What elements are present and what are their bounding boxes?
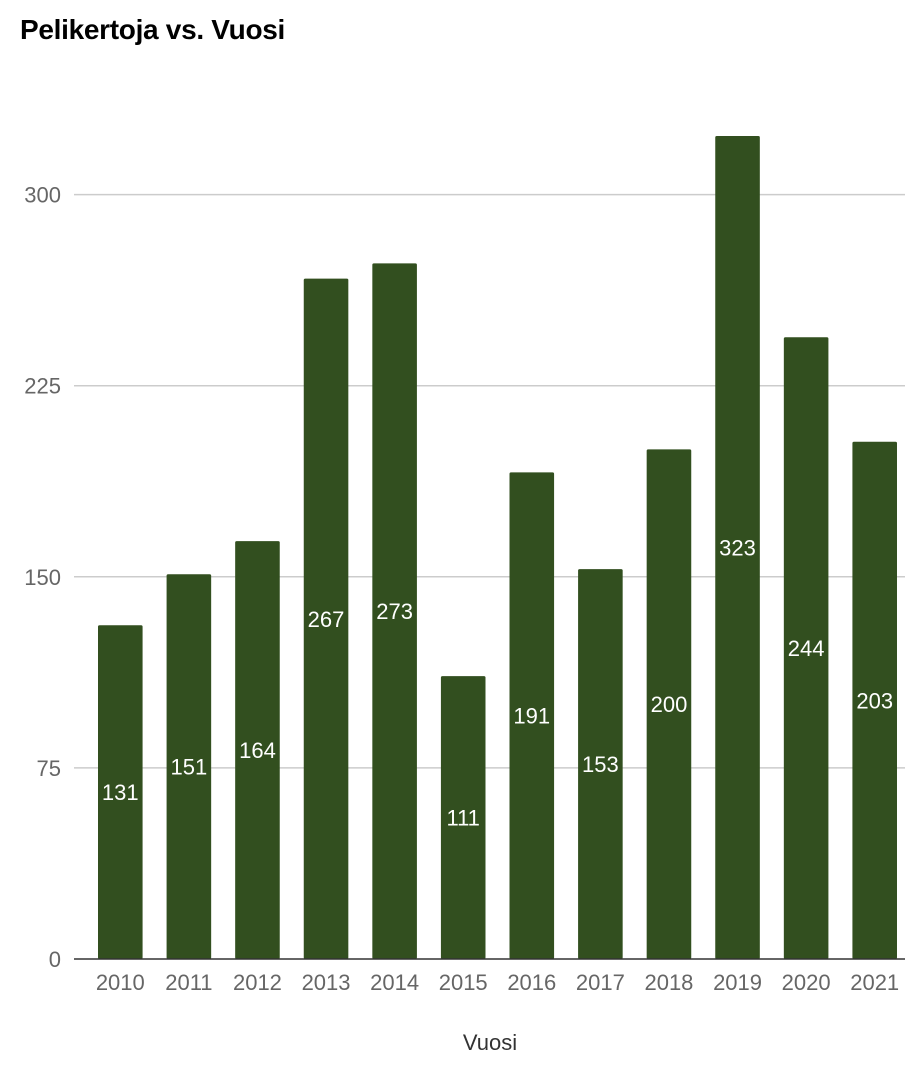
bar [509,472,555,959]
x-axis-title: Vuosi [463,1030,517,1055]
x-tick-label: 2010 [96,970,145,995]
data-label: 267 [308,607,345,632]
data-label: 203 [856,688,893,713]
y-tick-label: 225 [24,374,61,399]
y-tick-label: 75 [37,756,61,781]
data-label: 244 [788,636,825,661]
bar [783,337,829,959]
bar [578,569,623,959]
y-tick-label: 0 [49,947,61,972]
x-tick-label: 2015 [439,970,488,995]
data-label: 164 [239,738,276,763]
x-tick-label: 2011 [165,970,212,995]
bar [646,449,692,959]
y-axis-ticks: 0 75 150 225 300 [24,183,61,972]
bars [98,136,897,959]
data-label: 151 [171,755,208,780]
x-tick-label: 2020 [782,970,831,995]
bar [852,441,897,959]
x-tick-label: 2013 [302,970,351,995]
data-label: 131 [102,780,139,805]
data-labels: 131 151 164 267 273 111 191 153 200 323 244 203 [102,536,893,831]
x-tick-label: 2016 [507,970,556,995]
bar [166,574,212,959]
data-label: 111 [446,806,479,831]
bar [440,676,486,959]
gridlines [74,193,905,769]
data-label: 323 [719,536,756,561]
y-tick-label: 150 [24,565,61,590]
bar [715,136,760,959]
bar [372,263,417,959]
y-tick-label: 300 [24,183,61,208]
chart-title: Pelikertoja vs. Vuosi [20,14,286,45]
bar [235,541,280,959]
x-tick-label: 2019 [713,970,762,995]
x-tick-label: 2021 [850,970,899,995]
bar [303,278,349,959]
data-label: 273 [376,599,413,624]
x-tick-label: 2012 [233,970,282,995]
x-tick-label: 2018 [644,970,693,995]
x-tick-label: 2017 [576,970,625,995]
x-axis-ticks: 2010 2011 2012 2013 2014 2015 2016 2017 2018 2019… [96,970,899,995]
data-label: 200 [651,692,688,717]
data-label: 153 [582,752,619,777]
bar [98,625,143,959]
data-label: 191 [513,704,550,729]
x-tick-label: 2014 [370,970,419,995]
